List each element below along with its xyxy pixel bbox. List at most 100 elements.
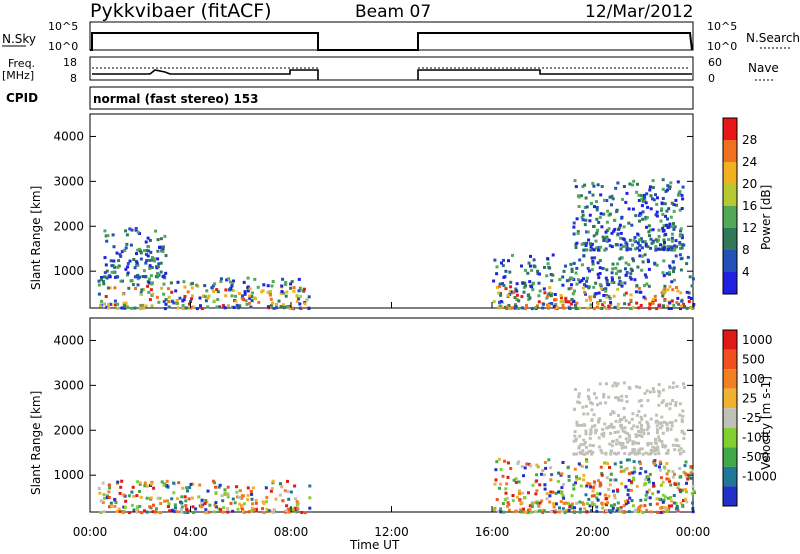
data-cell [657, 438, 661, 442]
data-cell [659, 219, 663, 223]
data-cell [652, 198, 656, 202]
data-cell [573, 179, 577, 183]
data-cell [183, 285, 187, 289]
data-cell [609, 504, 613, 508]
data-cell [135, 252, 138, 256]
data-cell [651, 197, 654, 201]
colorbar-tick-label: 100 [742, 372, 765, 386]
cpid-text: normal (fast stereo) 153 [93, 92, 259, 106]
data-cell [624, 485, 628, 489]
data-cell [505, 496, 509, 500]
data-cell [177, 481, 181, 485]
data-cell [588, 242, 592, 246]
data-cell [130, 279, 134, 283]
data-cell [606, 462, 609, 465]
data-cell [602, 434, 606, 438]
data-cell [516, 495, 519, 499]
x-tick-label: 00:00 [73, 525, 108, 539]
data-cell [627, 386, 631, 389]
data-cell [553, 510, 557, 514]
data-cell [575, 475, 578, 479]
data-cell [651, 228, 655, 232]
data-cell [527, 293, 531, 297]
data-cell [660, 401, 664, 404]
data-cell [659, 421, 663, 425]
data-cell [176, 306, 180, 310]
data-cell [670, 248, 674, 252]
data-cell [648, 302, 652, 306]
data-cell [667, 307, 671, 310]
data-cell [106, 234, 110, 238]
data-cell [624, 261, 628, 265]
data-cell [620, 508, 623, 512]
data-cell [626, 247, 630, 251]
data-cell [640, 447, 644, 451]
data-cell [493, 258, 497, 262]
data-cell [570, 297, 574, 301]
data-cell [184, 504, 188, 508]
data-cell [201, 503, 205, 507]
data-cell [649, 194, 653, 198]
data-cell [200, 505, 204, 509]
data-cell [682, 382, 685, 386]
data-cell [668, 407, 672, 411]
data-cell [648, 234, 651, 238]
data-cell [559, 300, 563, 304]
data-cell [136, 248, 140, 252]
data-cell [522, 474, 525, 478]
data-cell [492, 279, 496, 283]
data-cell [175, 298, 179, 302]
data-cell [122, 301, 126, 305]
data-cell [550, 279, 554, 283]
data-cell [195, 283, 199, 287]
data-cell [542, 473, 546, 477]
data-cell [266, 290, 270, 294]
data-cell [663, 241, 666, 244]
data-cell [619, 243, 623, 247]
data-cell [274, 497, 278, 501]
data-cell [602, 239, 606, 242]
data-cell [666, 448, 670, 452]
data-cell [500, 305, 504, 309]
data-cell [138, 275, 141, 279]
data-cell [298, 306, 302, 310]
data-cell [546, 262, 550, 266]
data-cell [611, 440, 614, 443]
data-cell [657, 235, 661, 238]
data-cell [604, 401, 608, 405]
data-cell [610, 425, 614, 429]
data-cell [108, 486, 112, 490]
data-cell [124, 499, 128, 503]
data-cell [279, 291, 283, 295]
data-cell [105, 269, 109, 273]
data-cell [574, 481, 577, 485]
data-cell [250, 509, 254, 513]
data-cell [636, 246, 640, 250]
data-cell [663, 445, 667, 449]
data-cell [602, 392, 606, 396]
nsky-tick-bottom: 10^0 [48, 40, 78, 53]
data-cell [692, 489, 696, 493]
data-cell [116, 302, 120, 306]
data-cell [626, 488, 630, 492]
data-cell [687, 291, 691, 295]
data-cell [593, 392, 596, 396]
data-cell [532, 258, 536, 262]
data-cell [97, 292, 101, 296]
data-cell [628, 438, 632, 442]
data-cell [614, 396, 618, 400]
data-cell [590, 242, 594, 246]
data-cell [305, 298, 309, 302]
data-cell [110, 264, 114, 268]
data-cell [666, 426, 670, 430]
data-cell [180, 501, 184, 505]
data-cell [646, 422, 650, 426]
data-cell [136, 480, 140, 484]
data-cell [645, 428, 649, 432]
data-cell [601, 235, 605, 239]
data-cell [655, 428, 659, 432]
data-cell [163, 499, 167, 503]
data-cell [558, 278, 562, 282]
